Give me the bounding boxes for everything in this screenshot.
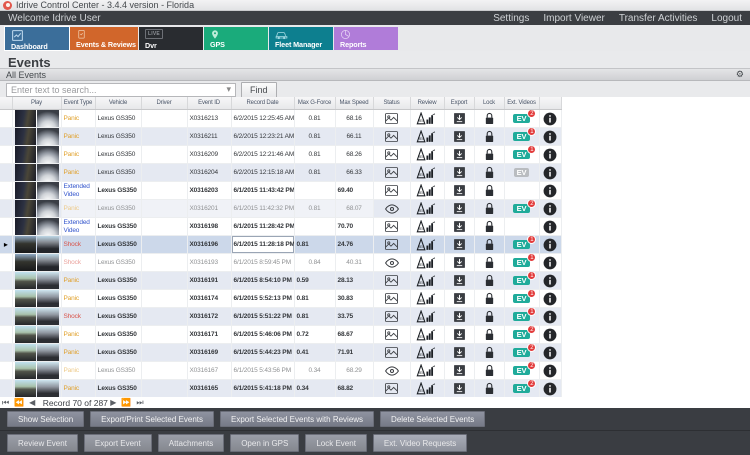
svg-text:REC: REC [418,317,425,321]
svg-text:REC: REC [418,389,425,393]
svg-text:REC: REC [418,155,425,159]
svg-text:REC: REC [418,191,425,195]
svg-text:REC: REC [418,173,425,177]
svg-text:REC: REC [418,119,425,123]
svg-text:REC: REC [418,371,425,375]
svg-text:REC: REC [418,227,425,231]
svg-text:REC: REC [418,281,425,285]
svg-text:REC: REC [418,263,425,267]
svg-text:REC: REC [418,299,425,303]
svg-text:REC: REC [418,209,425,213]
svg-text:REC: REC [418,353,425,357]
svg-text:REC: REC [418,335,425,339]
svg-text:REC: REC [418,137,425,141]
svg-text:REC: REC [418,245,425,249]
